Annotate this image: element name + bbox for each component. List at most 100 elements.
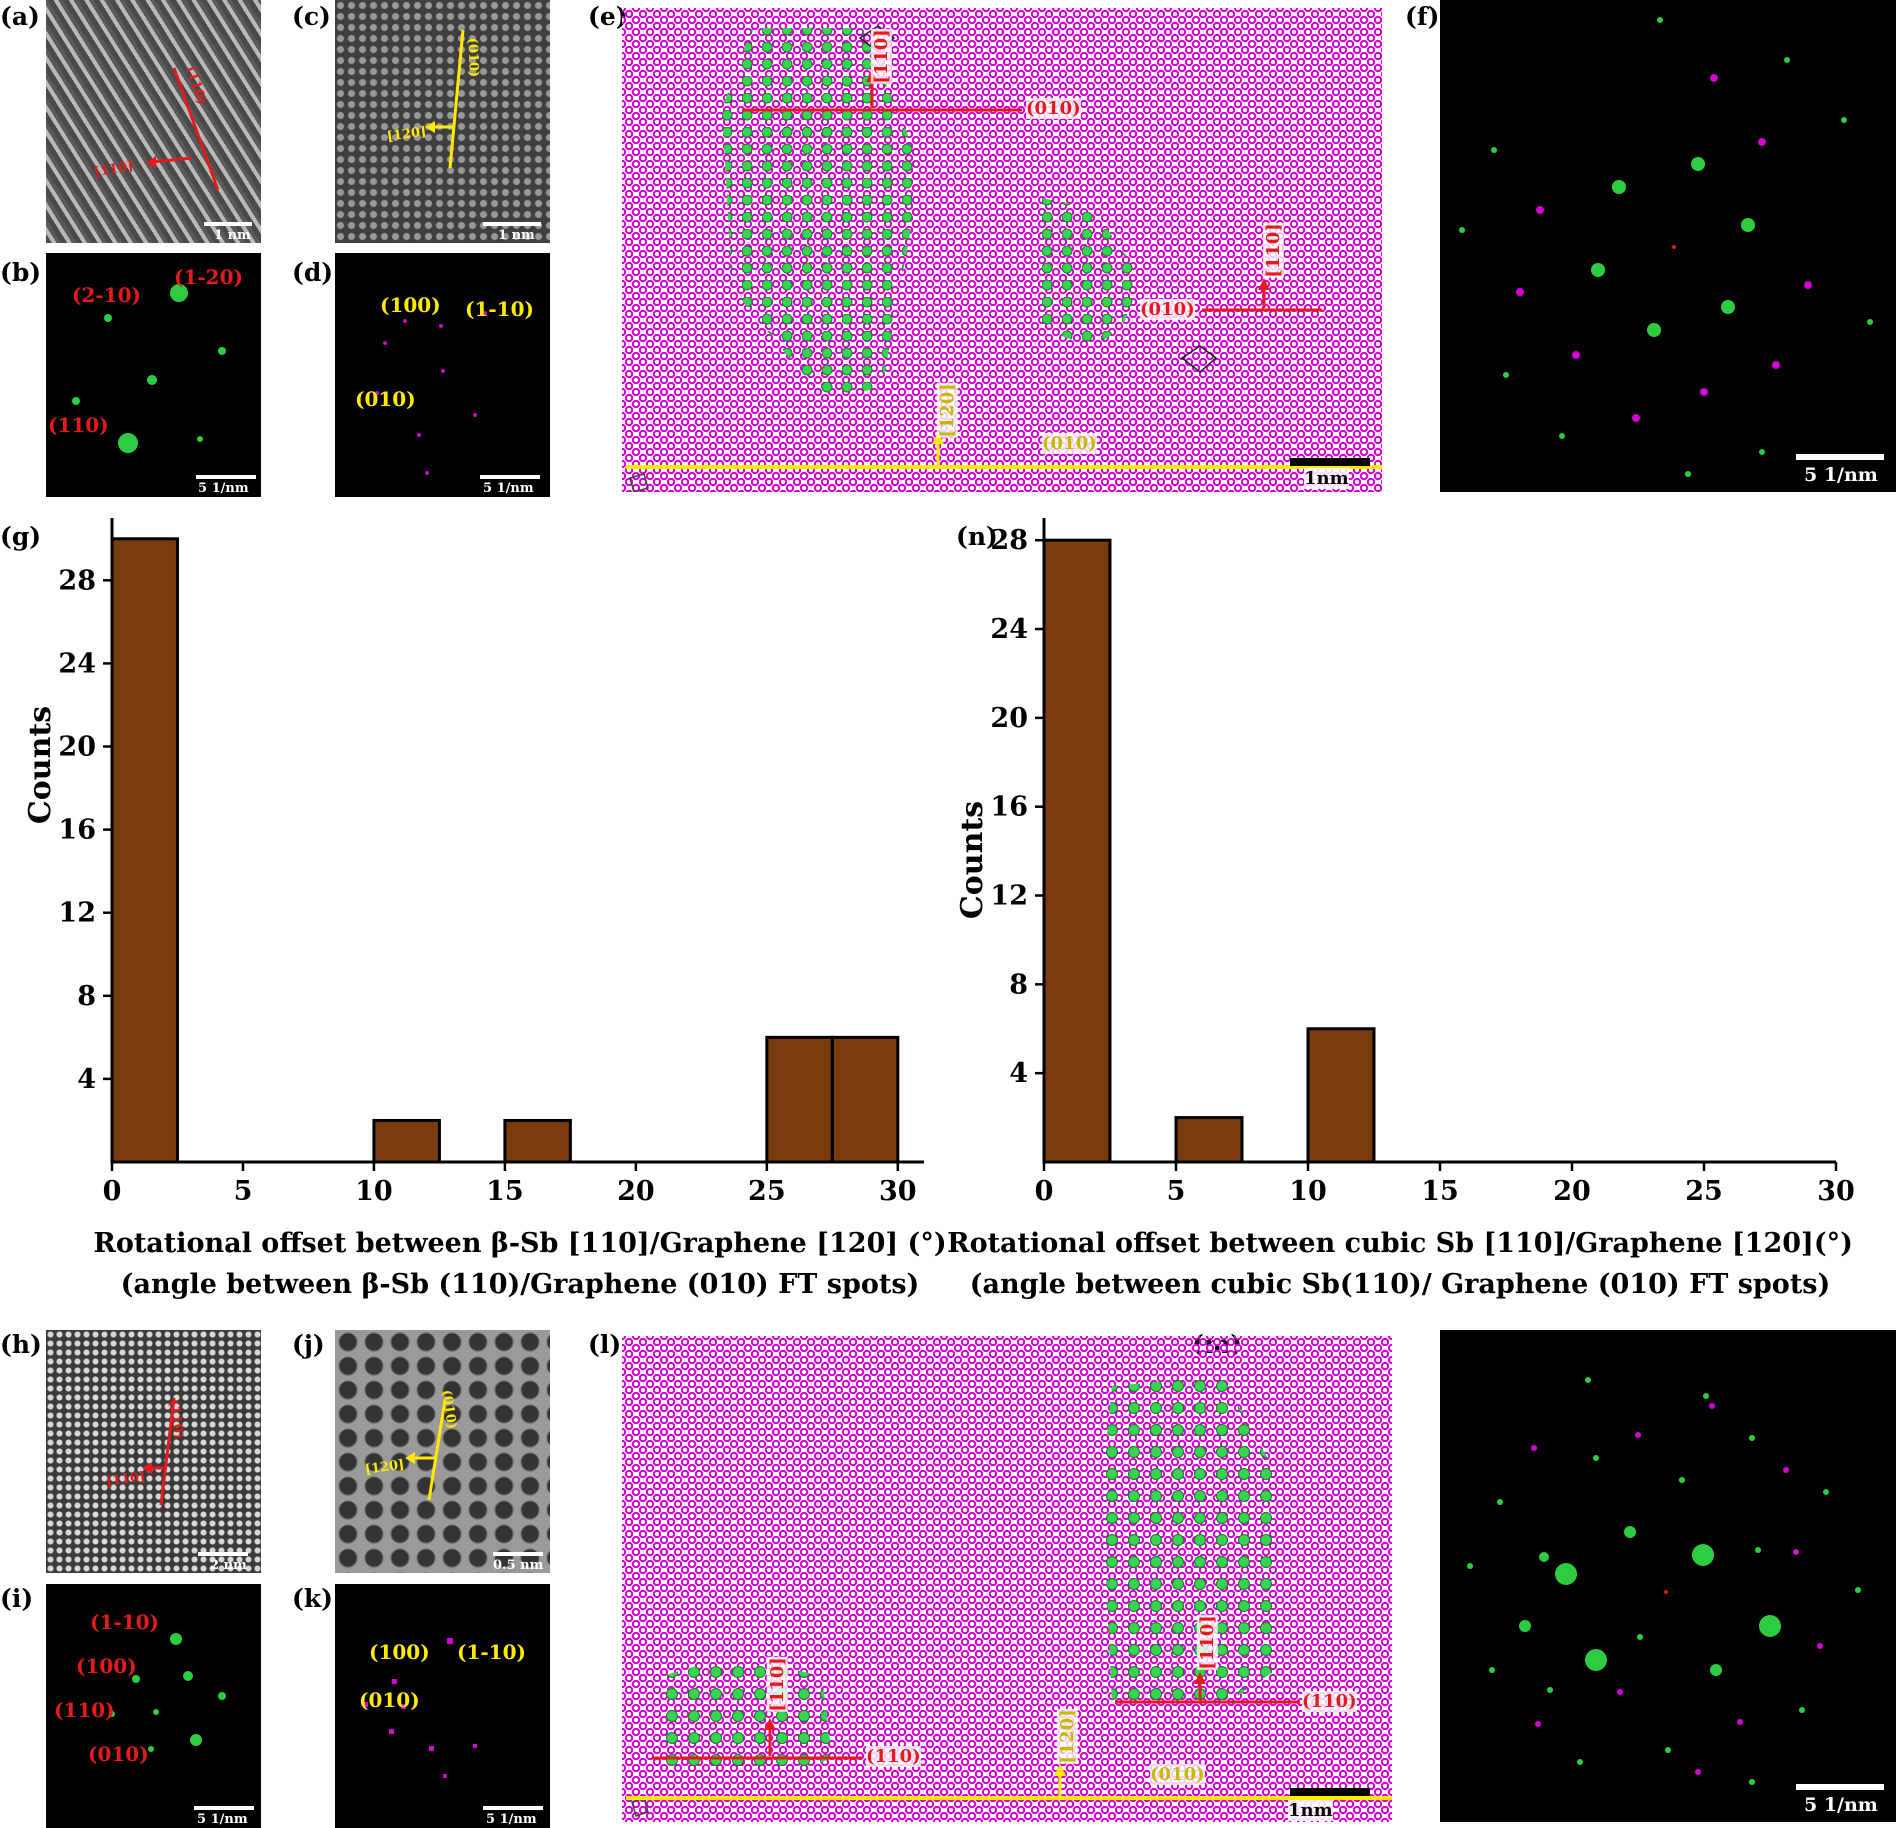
x-tick-label-n: 20 [1553,1176,1591,1207]
x-tick-label-n: 25 [1685,1176,1723,1207]
plane-label-e-1: (010) [1026,98,1081,119]
x-tick-label-n: 5 [1167,1176,1186,1207]
y-tick-label-g: 20 [58,732,96,763]
direction-label-l-2: [110] [1196,1615,1218,1670]
scale-text-a: 1 nm [214,228,251,243]
bar-g-3 [765,1035,834,1164]
lattice-model-l: [110] (110) [110] (110) [120] (010) 1nm [622,1336,1392,1822]
x-tick-label-g: 5 [234,1176,253,1207]
scale-text-e: 1nm [1304,468,1349,489]
scale-bar-a [204,222,252,226]
scale-bar-b [196,475,256,479]
x-tick-label-g: 30 [879,1176,917,1207]
scale-bar-f [1796,454,1884,460]
direction-label-l-graphene: [120] [1056,1709,1078,1764]
spot-label-i-3: (110) [54,1698,115,1722]
scale-bar-m [1796,1784,1884,1790]
y-tick-label-g: 16 [58,815,96,846]
y-tick-label-n: 20 [990,703,1028,734]
scale-bar-l [1290,1788,1370,1796]
fft-image-i: (1-10) (100) (110) (010) 5 1/nm [46,1584,261,1828]
x-tick-label-g: 10 [355,1176,393,1207]
plane-label-c: (010) [464,37,481,78]
histogram-chart-g: 0 5 10 15 20 25 30 4 8 12 16 20 24 28 Counts Rotation… [23,518,947,1300]
spot-label-d-3: (010) [355,387,416,411]
fft-spots-d [375,311,487,475]
spot-label-i-1: (1-10) [90,1610,159,1634]
bar-n-0 [1042,538,1112,1164]
fft-spots-b [72,284,226,453]
x-tick-label-n: 0 [1035,1176,1054,1207]
scale-text-i: 5 1/nm [197,1812,248,1827]
scale-bar-i [194,1806,254,1810]
tem-image-h: (110) [110] 2 nm [46,1330,261,1573]
panel-label-b: (b) [0,258,42,287]
direction-label-e-1: [110] [870,29,892,84]
scale-bar-k [483,1806,543,1810]
spot-label-d-2: (1-10) [465,297,534,321]
spot-label-b-3: (110) [48,413,109,437]
spot-label-k-1: (100) [369,1640,430,1664]
y-tick-label-g: 4 [77,1064,96,1095]
fft-image-k: (100) (1-10) (010) 5 1/nm [335,1584,550,1828]
orientation-overlay-c [425,29,465,169]
y-tick-label-g: 28 [58,565,96,596]
spot-label-b-1: (1-20) [174,265,243,289]
panel-label-f: (f) [1405,2,1440,31]
y-axis-label-g: Counts [23,706,58,824]
spot-label-i-2: (100) [76,1654,137,1678]
orientation-overlay-j [405,1399,447,1501]
x-tick-label-g: 25 [748,1176,786,1207]
scale-text-l: 1nm [1288,1800,1333,1821]
y-tick-label-n: 24 [990,614,1028,645]
bar-g-1 [372,1118,441,1164]
scale-text-j: 0.5 nm [493,1558,544,1573]
orientation-overlay-h [142,1397,176,1506]
scale-text-b: 5 1/nm [198,481,249,496]
scale-text-m: 5 1/nm [1804,1794,1878,1816]
fft-image-b: (1-20) (2-10) (110) 5 1/nm [46,253,261,497]
scale-text-k: 5 1/nm [486,1812,537,1827]
spot-label-k-3: (010) [359,1688,420,1712]
bar-n-1 [1174,1116,1244,1164]
scale-bar-e [1290,458,1370,466]
panel-label-j: (j) [292,1330,325,1359]
y-axis-label-n: Counts [955,801,990,919]
plane-label-l-2: (110) [1302,1691,1357,1712]
y-tick-label-g: 24 [58,648,96,679]
fft-image-d: (100) (1-10) (010) 5 1/nm [335,253,550,497]
y-tick-label-n: 12 [990,881,1028,912]
y-tick-label-g: 8 [77,981,96,1012]
panel-label-e: (e) [588,2,628,31]
panel-label-d: (d) [292,258,334,287]
scale-text-d: 5 1/nm [483,481,534,496]
x-tick-label-g: 20 [617,1176,655,1207]
panel-label-g: (g) [0,522,42,551]
x-tick-label-n: 10 [1289,1176,1327,1207]
x-axis-label-n-line2: (angle between cubic Sb(110)/ Graphene (… [970,1269,1831,1300]
sb-cluster-overlay-e [626,25,1382,492]
diffraction-pattern-m: 5 1/nm [1440,1330,1896,1822]
panel-label-h: (h) [0,1330,42,1359]
tem-image-c: (010) [120] 1 nm [335,0,550,243]
panel-label-n: (n) [956,522,998,551]
diffraction-spots-f [1459,17,1873,477]
spot-label-d-1: (100) [380,293,441,317]
plane-label-l-graphene: (010) [1150,1764,1205,1785]
fft-spots-k [363,1638,477,1778]
direction-label-e-2: [110] [1262,223,1284,278]
x-tick-label-g: 0 [103,1176,122,1207]
y-tick-label-n: 4 [1009,1058,1028,1089]
plane-label-e-graphene: (010) [1042,433,1097,454]
histogram-chart-n: 0 5 10 15 20 25 30 4 8 12 16 20 24 28 Counts Rotation… [947,518,1855,1300]
scale-text-c: 1 nm [498,228,535,243]
x-axis-label-g-line1: Rotational offset between β-Sb [110]/Gra… [93,1228,946,1259]
y-tick-label-n: 16 [990,792,1028,823]
x-tick-label-g: 15 [486,1176,524,1207]
sb-cluster-overlay-l [626,1376,1392,1817]
panel-label-a: (a) [0,2,40,31]
panel-label-i: (i) [0,1584,34,1613]
scale-bar-j [493,1552,543,1556]
direction-label-l-1: [110] [766,1657,788,1712]
scale-bar-h [198,1552,248,1556]
